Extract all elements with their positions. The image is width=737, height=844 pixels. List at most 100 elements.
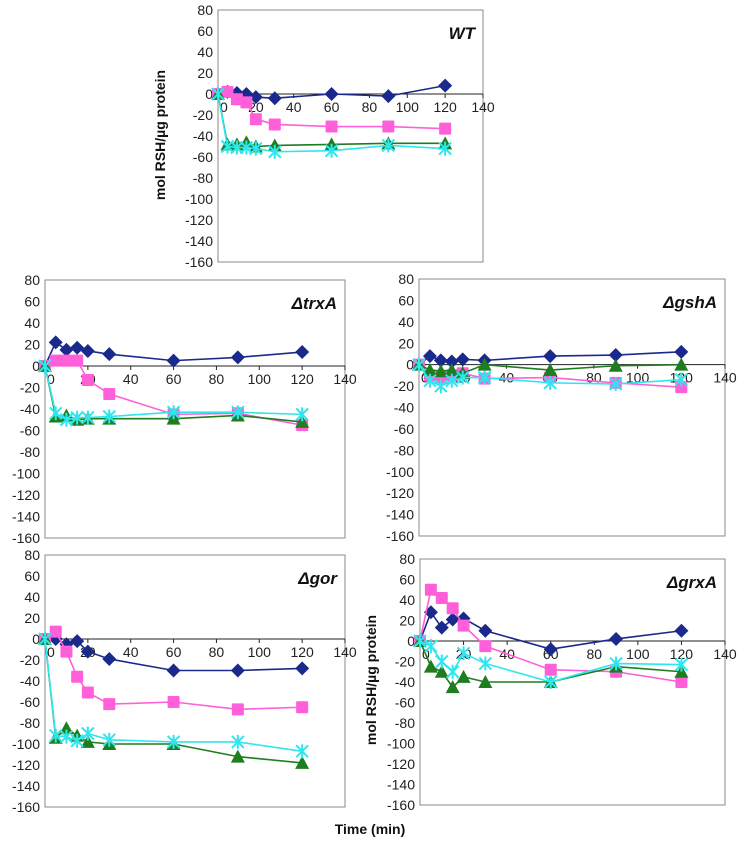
data-point-star	[231, 734, 245, 749]
data-point-star	[445, 373, 459, 388]
data-point-star	[381, 138, 396, 153]
data-point-diamond	[543, 642, 558, 657]
data-point-diamond	[295, 661, 310, 676]
data-point-square	[167, 696, 180, 708]
y-tick-label: -20	[193, 107, 213, 123]
data-point-square	[60, 645, 73, 658]
y-tick-label: -60	[394, 421, 414, 437]
data-point-star	[435, 654, 449, 669]
x-tick-label: 120	[670, 646, 694, 662]
data-point-diamond	[438, 78, 453, 93]
data-point-star	[295, 744, 309, 759]
x-tick-label: 100	[248, 371, 272, 387]
data-point-star	[609, 656, 623, 671]
data-point-square	[424, 583, 437, 596]
y-tick-label: 80	[24, 547, 40, 563]
y-tick-label: -60	[193, 149, 213, 165]
data-point-square	[103, 387, 116, 400]
plot-area	[419, 558, 726, 806]
x-tick-label: 140	[713, 370, 737, 386]
data-point-diamond	[267, 91, 282, 106]
panel-title: ΔgrxA	[666, 573, 717, 592]
data-point-diamond	[70, 340, 85, 355]
data-point-star	[49, 406, 63, 421]
y-tick-label: 60	[399, 572, 415, 588]
y-tick-label: 40	[24, 315, 40, 331]
x-tick-label: 80	[362, 99, 378, 115]
y-tick-label: 20	[24, 610, 40, 626]
y-tick-label: -140	[386, 507, 414, 523]
y-axis-label-top: mol RSH/µg protein	[152, 70, 168, 200]
data-point-star	[543, 375, 557, 390]
data-point-triangle	[433, 364, 448, 378]
y-tick-label: -100	[12, 736, 40, 752]
data-point-square	[382, 120, 395, 133]
data-point-square	[81, 686, 94, 699]
y-tick-label: -120	[12, 487, 40, 503]
data-point-diamond	[609, 631, 624, 646]
y-tick-label: -20	[395, 654, 415, 670]
y-tick-label: -100	[387, 736, 415, 752]
y-axis-label-bottom: mol RSH/µg protein	[363, 615, 379, 745]
plot-area	[44, 279, 346, 539]
panel-3: 806040200-20-40-60-80-100-120-140-160020…	[12, 547, 357, 815]
data-point-diamond	[608, 348, 623, 363]
data-point-star	[49, 728, 63, 743]
data-point-square	[675, 381, 688, 394]
y-tick-label: 0	[205, 86, 213, 102]
y-tick-label: -80	[395, 715, 415, 731]
y-tick-label: 20	[24, 337, 40, 353]
data-point-diamond	[381, 89, 396, 104]
data-point-star	[102, 732, 116, 747]
y-tick-label: 80	[24, 272, 40, 288]
y-tick-label: -140	[185, 233, 213, 249]
y-tick-label: -40	[193, 128, 213, 144]
data-point-square	[60, 354, 73, 367]
data-point-star	[166, 734, 181, 749]
data-point-square	[675, 676, 688, 688]
data-point-diamond	[230, 350, 245, 365]
y-tick-label: 60	[24, 294, 40, 310]
data-point-triangle	[674, 357, 689, 371]
data-point-star	[544, 675, 558, 689]
data-point-diamond	[324, 87, 339, 101]
data-point-triangle	[444, 363, 459, 377]
data-point-triangle	[230, 749, 245, 763]
y-tick-label: 60	[398, 292, 414, 308]
data-point-diamond	[444, 354, 459, 369]
y-tick-label: -20	[20, 652, 40, 668]
x-tick-label: 0	[47, 644, 55, 660]
data-point-star	[434, 379, 448, 394]
data-point-diamond	[478, 623, 493, 638]
data-point-diamond	[455, 352, 470, 367]
y-tick-label: 40	[398, 314, 414, 330]
x-tick-label: 80	[209, 371, 225, 387]
y-tick-label: 20	[398, 335, 414, 351]
data-point-diamond	[166, 663, 181, 678]
data-point-star	[70, 733, 84, 748]
data-point-square	[544, 663, 557, 676]
data-point-star	[674, 657, 689, 672]
data-point-square	[435, 591, 448, 604]
x-tick-label: 80	[586, 646, 602, 662]
y-tick-label: -140	[12, 778, 40, 794]
y-tick-label: 80	[399, 551, 415, 567]
data-point-square	[103, 698, 116, 711]
y-tick-label: -120	[185, 212, 213, 228]
data-point-square	[231, 703, 244, 716]
x-tick-label: 80	[209, 644, 225, 660]
data-point-star	[424, 639, 438, 654]
panel-title: ΔtrxA	[291, 294, 337, 313]
y-tick-label: -120	[387, 756, 415, 772]
panel-title: ΔgshA	[662, 293, 717, 312]
y-tick-label: -140	[12, 509, 40, 525]
y-tick-label: -140	[387, 777, 415, 793]
data-point-square	[49, 354, 62, 367]
data-point-square	[268, 118, 281, 131]
y-tick-label: 60	[24, 568, 40, 584]
data-point-diamond	[445, 612, 460, 627]
data-point-triangle	[477, 357, 492, 371]
data-point-star	[423, 373, 437, 388]
data-point-star	[456, 646, 471, 661]
